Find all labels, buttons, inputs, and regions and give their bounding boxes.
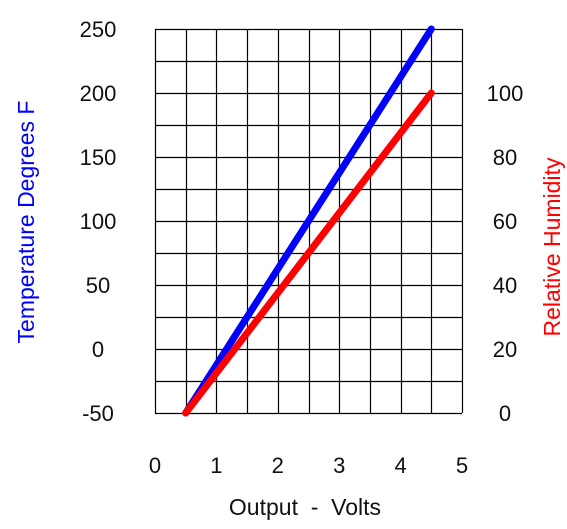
y-right-tick-label: 20	[493, 337, 517, 362]
y-left-tick-labels: -50 0 50 100 150 200 250	[80, 17, 117, 426]
x-tick-label: 1	[210, 453, 222, 478]
x-tick-label: 4	[394, 453, 406, 478]
y-left-tick-label: 100	[80, 209, 117, 234]
y-left-tick-label: 250	[80, 17, 117, 42]
x-tick-labels: 0 1 2 3 4 5	[149, 453, 468, 478]
y-left-tick-label: 50	[86, 273, 110, 298]
x-tick-label: 3	[333, 453, 345, 478]
y-right-tick-label: 40	[493, 273, 517, 298]
y-left-tick-label: 200	[80, 81, 117, 106]
y-right-axis-title: Relative Humidity	[539, 157, 565, 336]
y-right-tick-label: 60	[493, 209, 517, 234]
x-axis-title: Output - Volts	[229, 494, 381, 520]
series-line-0	[182, 25, 435, 417]
y-left-tick-label: -50	[82, 401, 114, 426]
x-tick-label: 5	[456, 453, 468, 478]
series-lines	[182, 25, 435, 417]
x-tick-label: 2	[272, 453, 284, 478]
y-right-tick-label: 80	[493, 145, 517, 170]
y-right-tick-labels: 0 20 40 60 80 100	[487, 81, 524, 426]
y-left-axis-title: Temperature Degrees F	[13, 101, 39, 344]
y-left-tick-label: 150	[80, 145, 117, 170]
y-right-tick-label: 100	[487, 81, 524, 106]
series-line-1	[182, 89, 435, 417]
x-tick-label: 0	[149, 453, 161, 478]
y-right-tick-label: 0	[499, 401, 511, 426]
y-left-tick-label: 0	[92, 337, 104, 362]
